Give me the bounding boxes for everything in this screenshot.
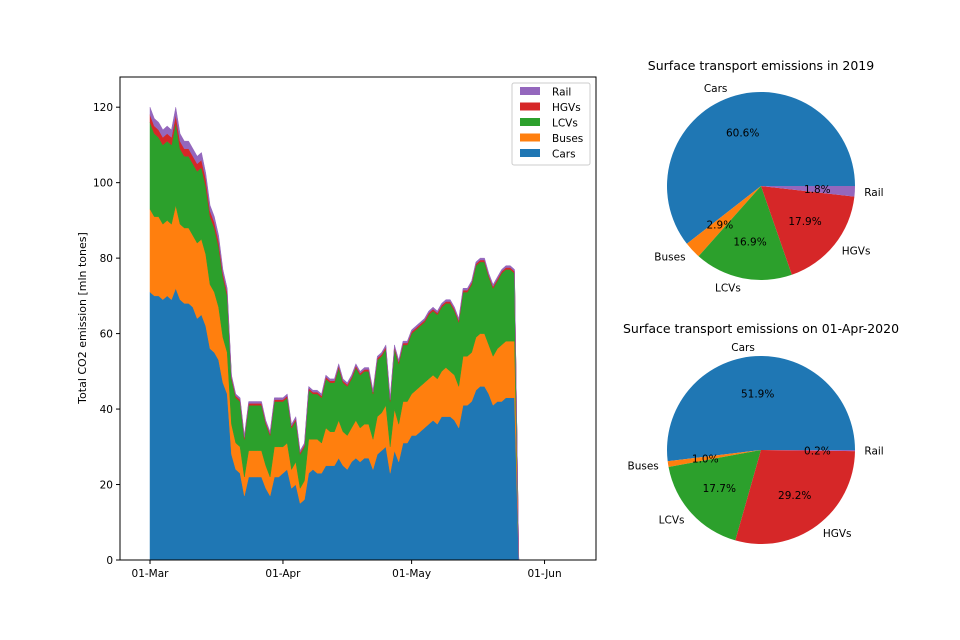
pie-label-rail: Rail [864,187,883,199]
y-tick-label: 60 [100,329,113,341]
legend-label-cars: Cars [552,149,576,161]
x-tick-label: 01-Apr [265,568,301,580]
pie-label-hgvs: HGVs [823,528,852,540]
pie-pct-lcvs: 17.7% [703,483,736,495]
pie-title: Surface transport emissions in 2019 [648,58,874,73]
pie-label-lcvs: LCVs [659,515,685,527]
legend-label-hgvs: HGVs [552,102,581,114]
x-tick-label: 01-Jun [527,568,561,580]
legend-swatch-rail [520,87,540,95]
pie-pct-cars: 60.6% [726,128,759,140]
pie-pct-rail: 1.8% [804,184,831,196]
y-tick-label: 0 [106,555,113,567]
legend-label-buses: Buses [552,133,583,145]
legend-swatch-lcvs [520,118,540,126]
legend-swatch-cars [520,149,540,157]
y-axis-label: Total CO2 emission [mln tones] [76,232,89,405]
pie-pct-lcvs: 16.9% [733,236,766,248]
pie-label-buses: Buses [654,252,685,264]
pie-label-lcvs: LCVs [715,282,741,294]
legend-label-rail: Rail [552,87,571,99]
y-tick-label: 40 [100,404,113,416]
pie-label-hgvs: HGVs [842,246,871,258]
legend: Rail HGVs LCVs Buses Cars [512,83,590,165]
y-tick-label: 100 [93,178,113,190]
pie-pct-hgvs: 17.9% [788,216,821,228]
y-tick-label: 120 [93,102,113,114]
pie-title: Surface transport emissions on 01-Apr-20… [623,321,899,336]
pie-pct-buses: 2.9% [707,220,734,232]
legend-swatch-hgvs [520,103,540,111]
y-tick-label: 20 [100,480,113,492]
pie-pct-buses: 1.0% [692,453,719,465]
x-tick-label: 01-Mar [132,568,170,580]
pie-pct-cars: 51.9% [741,389,774,401]
x-tick-label: 01-May [392,568,431,580]
pie-label-buses: Buses [628,461,659,473]
pie-label-cars: Cars [704,83,728,95]
legend-swatch-buses [520,134,540,142]
pie-label-cars: Cars [731,342,755,354]
pie-label-rail: Rail [864,446,883,458]
pie-pct-hgvs: 29.2% [778,490,811,502]
legend-label-lcvs: LCVs [552,118,578,130]
y-tick-label: 80 [100,253,113,265]
pie-pct-rail: 0.2% [804,445,831,457]
